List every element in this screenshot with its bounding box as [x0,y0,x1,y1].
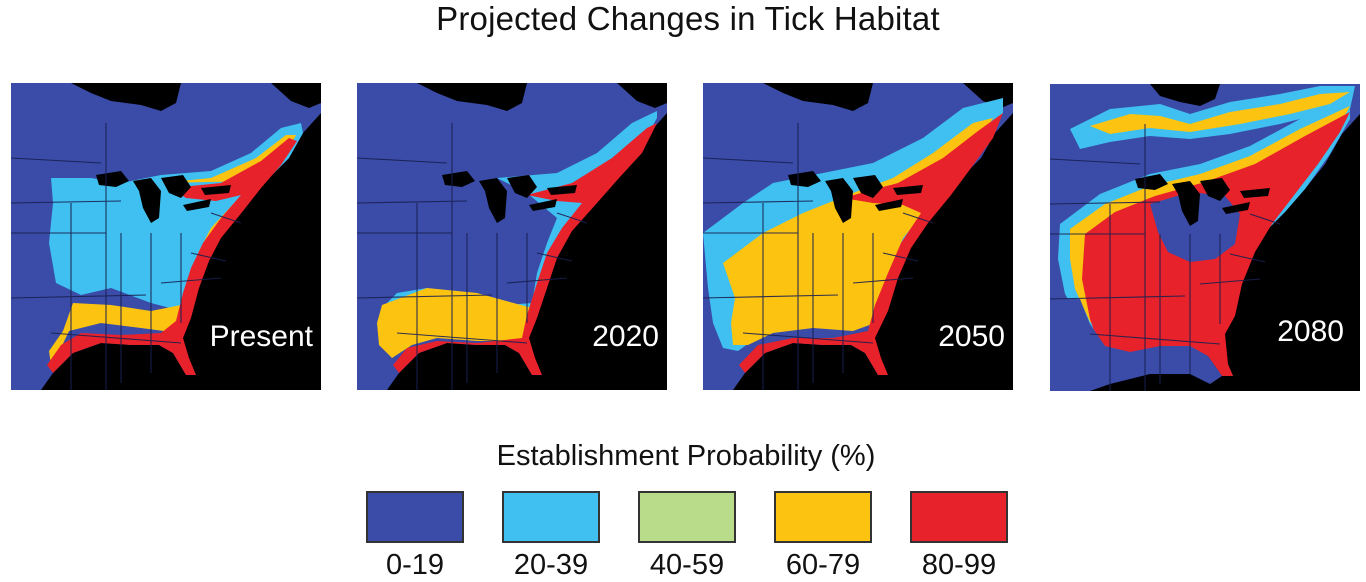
panel-label-2020: 2020 [592,320,659,353]
panel-label-present: Present [209,320,313,353]
map-panel-present: Present [11,83,321,390]
map-2080 [1050,84,1360,391]
map-panel-2020: 2020 [357,83,667,390]
legend-swatch [638,491,736,543]
legend-swatch [774,491,872,543]
legend-label: 40-59 [649,549,725,581]
panel-label-2080: 2080 [1277,315,1344,348]
map-panel-2080: 2080 [1050,84,1360,391]
map-2020 [357,83,667,390]
legend-swatch [910,491,1008,543]
map-2050 [703,83,1013,390]
legend-label: 80-99 [921,549,997,581]
legend-swatch [502,491,600,543]
map-present [11,83,321,390]
legend-item-40-59: 40-59 [638,491,736,581]
panel-label-2050: 2050 [938,320,1005,353]
legend-label: 60-79 [785,549,861,581]
legend-item-60-79: 60-79 [774,491,872,581]
legend-swatch [366,491,464,543]
legend-title: Establishment Probability (%) [496,440,876,472]
legend-label: 20-39 [513,549,589,581]
map-panel-2050: 2050 [703,83,1013,390]
figure-title: Projected Changes in Tick Habitat [436,0,940,37]
legend-item-80-99: 80-99 [910,491,1008,581]
legend-item-0-19: 0-19 [366,491,464,581]
legend-label: 0-19 [385,549,445,581]
legend-item-20-39: 20-39 [502,491,600,581]
